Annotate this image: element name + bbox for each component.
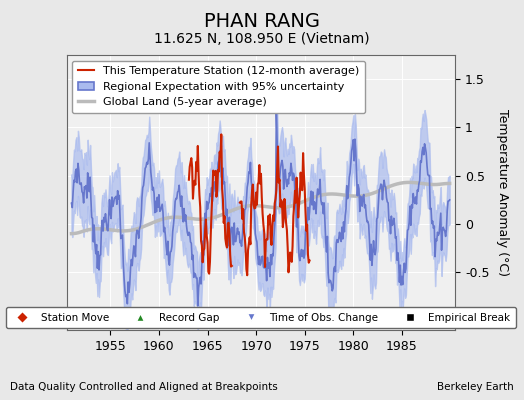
Y-axis label: Temperature Anomaly (°C): Temperature Anomaly (°C) [496,109,509,276]
Text: Data Quality Controlled and Aligned at Breakpoints: Data Quality Controlled and Aligned at B… [10,382,278,392]
Text: 11.625 N, 108.950 E (Vietnam): 11.625 N, 108.950 E (Vietnam) [154,32,370,46]
Text: Berkeley Earth: Berkeley Earth [437,382,514,392]
Legend: Station Move, Record Gap, Time of Obs. Change, Empirical Break: Station Move, Record Gap, Time of Obs. C… [6,308,516,328]
Text: PHAN RANG: PHAN RANG [204,12,320,31]
